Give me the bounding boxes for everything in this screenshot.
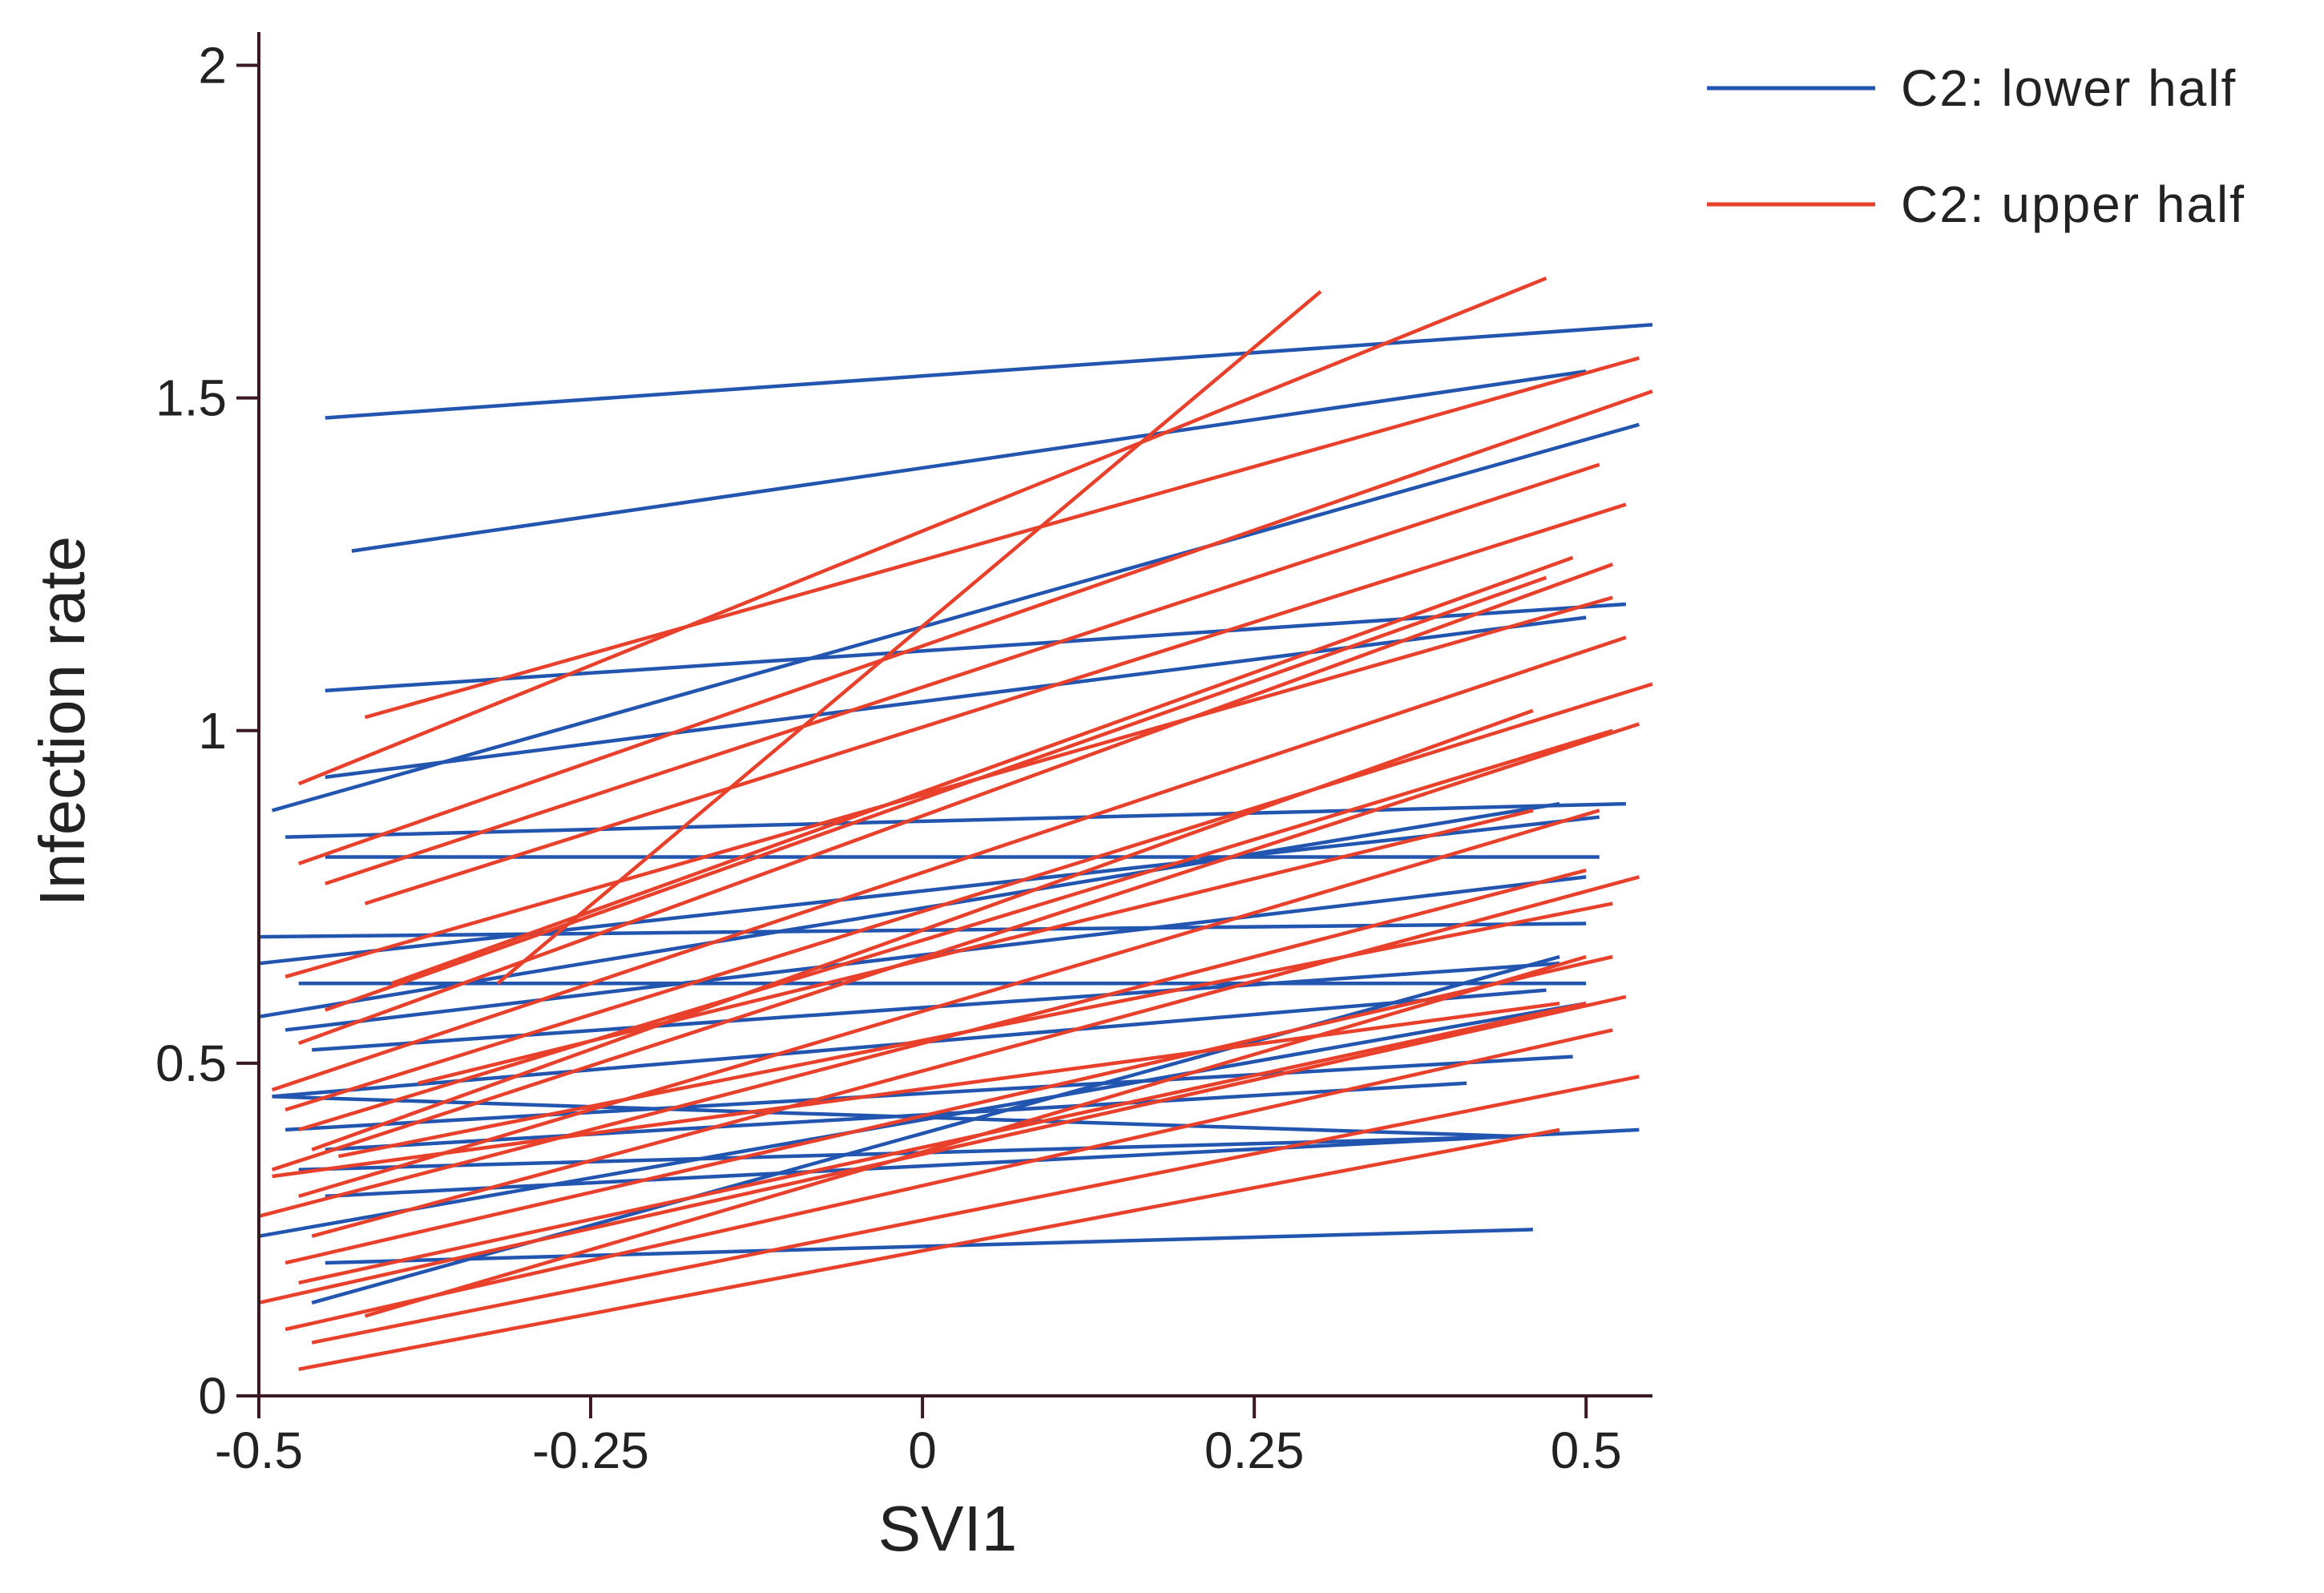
upper-half-line-27 [272,1001,1560,1179]
upper-half-line-0 [297,276,1547,786]
y-axis-title: Infection rate [26,536,98,907]
upper-half-line-2 [496,290,1322,985]
upper-half-line-8 [325,575,1547,1012]
upper-half-line-22 [311,1075,1640,1345]
upper-half-line-4 [325,462,1600,885]
x-tick-label-3: 0.25 [1204,1422,1305,1479]
lower-half-line-3 [325,602,1627,693]
upper-half-line-12 [298,728,1613,1132]
lower-half-line-1 [351,369,1587,553]
x-axis-title: SVI1 [878,1493,1017,1564]
upper-half-line-24 [364,954,1587,1318]
upper-half-line-23 [298,1127,1560,1372]
upper-half-line-14 [271,722,1640,1172]
upper-half-line-9 [297,563,1614,1046]
upper-half-line-19 [298,1002,1587,1285]
lower-half-line-10 [258,801,1560,1019]
y-tick-label-4: 2 [198,37,227,95]
y-tick-label-0: 0 [198,1367,227,1425]
lower-half-line-15 [284,1055,1573,1132]
legend-label-lower-half: C2: lower half [1901,59,2237,117]
upper-half-line-25 [418,809,1534,1085]
lower-half-line-5 [285,801,1626,839]
upper-half-line-10 [271,635,1627,1092]
lower-half-line-20 [325,1228,1533,1265]
lower-half-line-19 [258,1001,1587,1238]
upper-half-line-13 [311,708,1534,1151]
upper-half-line-5 [364,502,1627,905]
upper-half-line-20 [258,994,1627,1305]
upper-half-line-7 [284,595,1613,979]
x-tick-label-1: -0.25 [532,1422,649,1479]
upper-half-line-6 [390,555,1574,986]
legend: C2: lower half C2: upper half [1707,59,2245,233]
y-tick-label-2: 1 [198,702,227,760]
lower-half-line-8 [258,815,1600,966]
axes: 0 0.5 1 1.5 2 -0.5 -0.25 0 0.25 0.5 [155,32,1652,1479]
lower-half-line-0 [325,323,1653,420]
upper-half-line-26 [337,901,1613,1159]
x-tick-label-2: 0 [908,1422,937,1479]
lower-half-line-2 [271,422,1640,813]
legend-label-upper-half: C2: upper half [1901,175,2245,233]
plot-area [258,276,1653,1372]
y-tick-label-1: 0.5 [155,1034,227,1092]
x-tick-label-0: -0.5 [215,1422,303,1479]
lower-half-line-4 [325,615,1587,780]
upper-half-line-3 [297,389,1653,865]
upper-half-line-15 [298,809,1600,1199]
upper-half-line-21 [284,1028,1613,1332]
y-tick-label-3: 1.5 [155,369,227,427]
upper-half-line-11 [284,682,1653,1112]
upper-half-line-17 [311,875,1640,1238]
upper-half-line-18 [284,954,1613,1265]
upper-half-line-16 [258,868,1587,1218]
upper-half-line-1 [364,356,1640,720]
x-tick-label-4: 0.5 [1551,1422,1622,1479]
lower-half-line-16 [325,1081,1467,1152]
